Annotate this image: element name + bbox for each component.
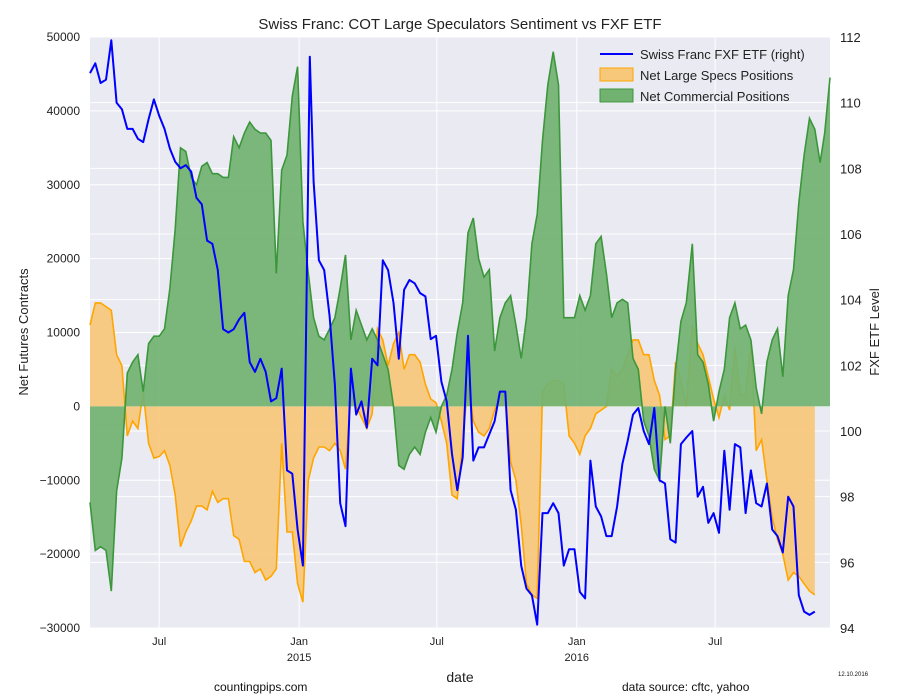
x-axis-label: date: [446, 669, 473, 685]
y-right-tick-label: 104: [840, 293, 862, 308]
x-tick-label: Jul: [430, 636, 444, 648]
x-tick-label: Jul: [708, 636, 722, 648]
y-right-tick-label: 96: [840, 555, 854, 570]
y-left-tick-label: 50000: [47, 30, 81, 44]
legend-label: Net Commercial Positions: [640, 89, 790, 104]
x-tick-label: Jan: [290, 636, 308, 648]
x-tick-label: Jan: [568, 636, 586, 648]
y-left-tick-label: −10000: [40, 473, 81, 487]
y-left-tick-label: 40000: [47, 104, 81, 118]
footer-date-stamp: 12.10.2016: [838, 672, 869, 678]
y-axis-left-label: Net Futures Contracts: [16, 268, 31, 396]
legend-label: Swiss Franc FXF ETF (right): [640, 47, 805, 62]
y-left-tick-label: 10000: [47, 326, 81, 340]
line-series: [89, 39, 816, 626]
y-left-tick-label: 30000: [47, 178, 81, 192]
y-right-tick-label: 110: [840, 96, 861, 111]
y-left-tick-label: −20000: [40, 547, 81, 561]
legend: Swiss Franc FXF ETF (right) Net Large Spe…: [599, 47, 805, 104]
legend-label: Net Large Specs Positions: [640, 68, 794, 83]
x-tick-year-label: 2015: [287, 652, 311, 664]
y-left-tick-label: 20000: [47, 252, 81, 266]
y-left-tick-label: 0: [73, 399, 80, 413]
chart-title: Swiss Franc: COT Large Speculators Senti…: [258, 16, 661, 33]
area-edge-net-commercial-positions: [89, 51, 831, 592]
y-right-tick-label: 112: [840, 30, 861, 45]
y-right-tick-label: 100: [840, 424, 862, 439]
legend-swatch-net-large-specs-positions: [599, 67, 634, 82]
y-right-tick-label: 108: [840, 161, 862, 176]
footer-site: countingpips.com: [214, 680, 308, 694]
y-right-tick-label: 94: [840, 621, 854, 636]
line-fxf-etf: [89, 39, 816, 626]
y-right-tick-label: 98: [840, 490, 854, 505]
y-right-tick-label: 106: [840, 227, 862, 242]
y-left-tick-label: −30000: [40, 621, 81, 635]
y-axis-right-label: FXF ETF Level: [867, 288, 882, 376]
footer-source: data source: cftc, yahoo: [622, 680, 750, 694]
x-tick-label: Jul: [152, 636, 166, 648]
x-tick-year-label: 2016: [564, 652, 588, 664]
axes: 50000 40000 30000 20000 10000 0 −10000 −20000 −3…: [40, 30, 862, 664]
y-right-tick-label: 102: [840, 358, 862, 373]
legend-swatch-net-commercial-positions: [599, 88, 634, 103]
